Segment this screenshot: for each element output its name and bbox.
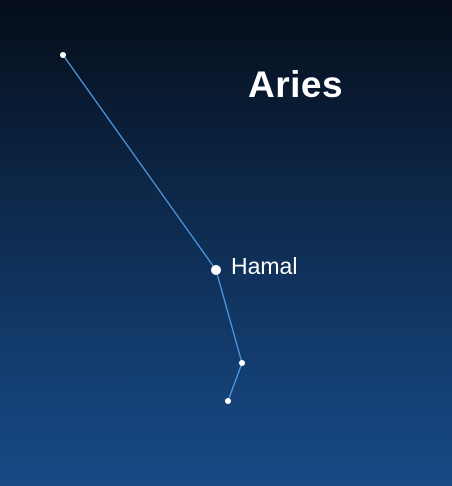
star-label-hamal: Hamal	[231, 253, 298, 279]
line-segment-3	[227, 362, 243, 402]
line-segment-2	[215, 269, 243, 364]
star-middle	[239, 360, 245, 366]
line-segment-1	[62, 54, 217, 271]
constellation-lines	[62, 54, 243, 402]
star-bottom	[225, 398, 231, 404]
constellation-name: Aries	[248, 64, 344, 105]
star-sheratan-top	[60, 52, 66, 58]
star-hamal	[211, 265, 221, 275]
constellation-stars	[60, 52, 245, 404]
